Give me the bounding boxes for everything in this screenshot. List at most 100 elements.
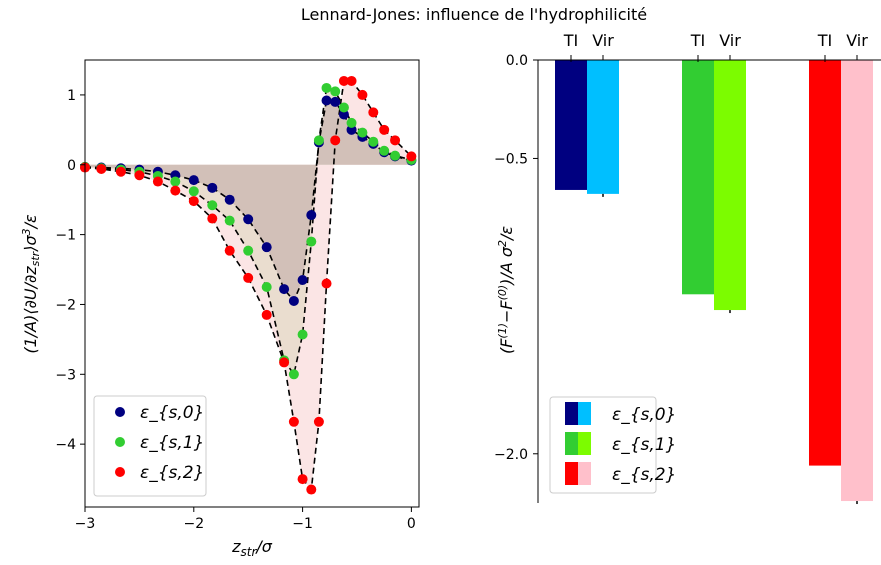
data-point-series-0 — [297, 275, 308, 286]
data-point-series-1 — [368, 136, 379, 147]
legend-patch-ti-series-0 — [565, 402, 578, 425]
data-point-series-1 — [321, 82, 332, 93]
data-point-series-1 — [297, 329, 308, 340]
data-point-series-2 — [368, 107, 379, 118]
data-point-series-2 — [96, 163, 107, 174]
data-point-series-1 — [390, 150, 401, 161]
right-y-axis-label: (F(1)−F(0))/A σ2/ε — [496, 226, 516, 354]
left-x-axis-label: zstr/σ — [231, 537, 273, 559]
legend-patch-ti-series-1 — [565, 432, 578, 455]
legend-label-series-0: ε_{s,0} — [612, 405, 676, 425]
data-point-series-2 — [115, 166, 126, 177]
data-point-series-2 — [346, 75, 357, 86]
data-point-series-2 — [297, 474, 308, 485]
data-point-series-1 — [243, 245, 254, 256]
top-tick-label: TI — [817, 31, 833, 50]
data-point-series-2 — [379, 124, 390, 135]
x-tick-label: −1 — [292, 516, 313, 532]
data-point-series-2 — [390, 135, 401, 146]
data-point-series-1 — [346, 117, 357, 128]
data-point-series-2 — [288, 416, 299, 427]
top-tick-label: Vir — [592, 31, 614, 50]
legend-label-series-2: ε_{s,2} — [140, 463, 204, 483]
bar-ti-series-1 — [682, 60, 714, 295]
y-tick-label: −3 — [55, 367, 76, 383]
data-point-series-1 — [288, 369, 299, 380]
data-point-series-2 — [279, 357, 290, 368]
y-tick-label: 1 — [67, 88, 76, 104]
data-point-series-2 — [338, 75, 349, 86]
data-point-series-1 — [188, 186, 199, 197]
data-point-series-1 — [357, 127, 368, 138]
top-tick-label: TI — [690, 31, 706, 50]
top-tick-label: Vir — [846, 31, 868, 50]
data-point-series-1 — [379, 145, 390, 156]
data-point-series-0 — [224, 194, 235, 205]
data-point-series-2 — [243, 272, 254, 283]
data-point-series-1 — [261, 281, 272, 292]
data-point-series-2 — [357, 89, 368, 100]
data-point-series-0 — [288, 295, 299, 306]
bar-ti-series-0 — [555, 60, 587, 190]
left-shaded-areas — [85, 80, 412, 490]
y-tick-label: −2.0 — [494, 447, 528, 463]
area-fill-series-0 — [85, 100, 412, 301]
x-tick-label: −3 — [75, 516, 96, 532]
data-point-series-2 — [261, 309, 272, 320]
data-point-series-2 — [207, 213, 218, 224]
figure-title: Lennard-Jones: influence de l'hydrophili… — [301, 5, 647, 24]
left-panel: −3 −2 −1 0 1 0 −1 −2 −3 −4 zstr/σ (1/A)⟨∂U/∂zstr… — [20, 59, 420, 559]
legend-patch-vir-series-0 — [578, 402, 591, 425]
area-fill-series-2 — [85, 80, 412, 490]
data-point-series-0 — [261, 242, 272, 253]
legend-marker-series-1 — [115, 437, 125, 447]
bar-ti-series-2 — [809, 60, 841, 466]
data-point-series-2 — [330, 135, 341, 146]
left-axes-frame — [84, 59, 420, 508]
data-point-series-2 — [321, 278, 332, 289]
y-tick-label: 0 — [67, 158, 76, 174]
data-point-series-0 — [279, 284, 290, 295]
bar-vir-series-2 — [841, 60, 873, 502]
data-point-series-0 — [321, 95, 332, 106]
data-point-series-1 — [224, 215, 235, 226]
right-panel: 0.0 −0.5 −2.0 TI Vir TI Vir TI Vir (F(1)−F(0))/… — [494, 31, 881, 505]
left-x-ticks: −3 −2 −1 0 — [75, 507, 416, 532]
data-point-series-0 — [188, 175, 199, 186]
data-point-series-1 — [313, 135, 324, 146]
data-point-series-2 — [306, 484, 317, 495]
data-point-series-1 — [330, 86, 341, 97]
legend-label-series-1: ε_{s,1} — [140, 433, 204, 453]
data-point-series-1 — [207, 200, 218, 211]
left-y-axis-label: (1/A)⟨∂U/∂zstr⟩σ3/ε — [20, 214, 42, 354]
svg-text:(1/A)⟨∂U/∂zstr⟩σ3/ε: (1/A)⟨∂U/∂zstr⟩σ3/ε — [20, 214, 42, 354]
y-tick-label: −0.5 — [494, 151, 528, 167]
left-y-ticks: 1 0 −1 −2 −3 −4 — [55, 88, 85, 453]
data-point-series-0 — [338, 109, 349, 120]
legend-label-series-0: ε_{s,0} — [140, 403, 204, 423]
legend-patch-vir-series-1 — [578, 432, 591, 455]
data-point-series-0 — [306, 210, 317, 221]
data-point-series-2 — [152, 176, 163, 187]
data-point-series-2 — [134, 170, 145, 181]
data-point-series-0 — [346, 124, 357, 135]
top-tick-label: Vir — [719, 31, 741, 50]
data-point-series-1 — [306, 236, 317, 247]
legend-marker-series-2 — [115, 467, 125, 477]
data-point-series-2 — [313, 416, 324, 427]
legend-marker-series-0 — [115, 407, 125, 417]
data-point-series-2 — [188, 196, 199, 207]
data-point-series-0 — [243, 214, 254, 225]
svg-text:(F(1)−F(0))/A σ2/ε: (F(1)−F(0))/A σ2/ε — [496, 226, 516, 354]
data-point-series-2 — [406, 151, 417, 162]
legend-label-series-1: ε_{s,1} — [612, 435, 676, 455]
bar-vir-series-1 — [714, 60, 746, 311]
right-top-labels: TI Vir TI Vir TI Vir — [563, 31, 868, 60]
top-tick-label: TI — [563, 31, 579, 50]
data-point-series-0 — [207, 182, 218, 193]
left-legend: ε_{s,0} ε_{s,1} ε_{s,2} — [93, 395, 207, 497]
right-y-ticks: 0.0 −0.5 −2.0 — [494, 53, 538, 463]
left-points — [80, 75, 417, 495]
legend-patch-vir-series-2 — [578, 462, 591, 485]
